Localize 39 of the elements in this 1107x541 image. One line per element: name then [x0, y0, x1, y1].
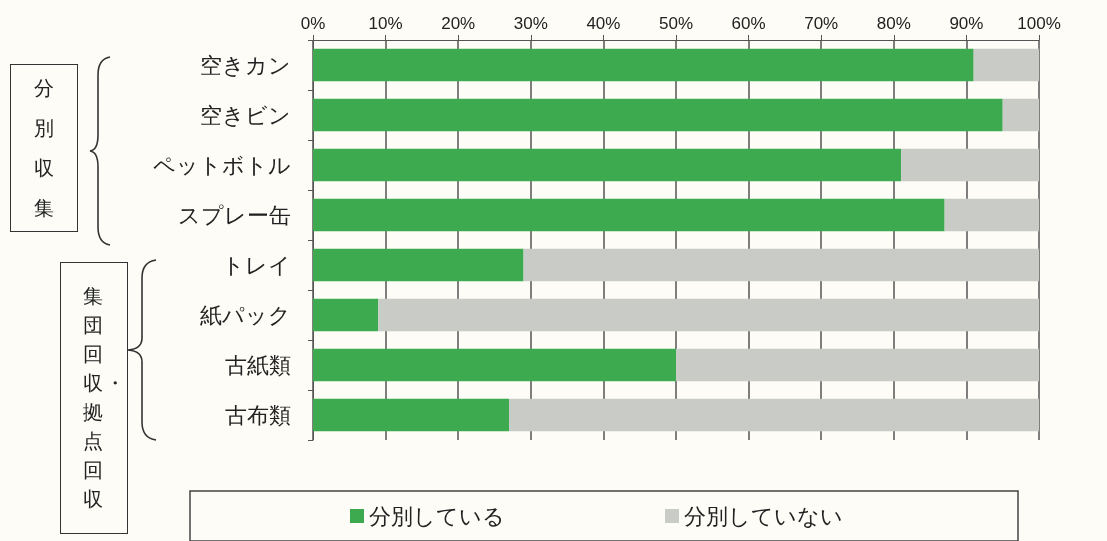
y-tick-label: 古布類: [225, 402, 291, 428]
x-tick-label: 20%: [441, 14, 476, 33]
bar: [1002, 98, 1039, 132]
y-tick-label: スプレー缶: [178, 202, 291, 228]
bar: [313, 48, 974, 82]
y-tick-label: 古紙類: [225, 352, 291, 378]
bar: [901, 148, 1039, 182]
legend-label: 分別していない: [684, 503, 843, 529]
bar: [313, 198, 945, 232]
legend-label: 分別している: [369, 503, 505, 529]
bar: [523, 248, 1039, 282]
bar: [313, 248, 524, 282]
bar: [313, 298, 379, 332]
x-tick-label: 60%: [731, 14, 766, 33]
x-tick-label: 50%: [658, 14, 694, 33]
y-tick-label: 空きカン: [200, 52, 291, 78]
bar: [944, 198, 1039, 232]
bar: [313, 148, 902, 182]
bar: [676, 348, 1039, 382]
x-tick-label: 100%: [1017, 14, 1061, 33]
bar: [313, 398, 510, 432]
bar: [313, 348, 676, 382]
text: 集団回収・拠点回収: [83, 283, 127, 513]
bar: [378, 298, 1039, 332]
bar: [509, 398, 1039, 432]
y-tick-label: ペットボトル: [153, 152, 291, 178]
bar: [313, 98, 1003, 132]
y-tick-label: 空きビン: [200, 102, 291, 128]
x-tick-label: 10%: [368, 14, 403, 33]
x-tick-label: 40%: [586, 14, 621, 33]
x-tick-label: 90%: [949, 14, 984, 33]
y-tick-label: 紙パック: [200, 302, 291, 328]
y-tick-label: トレイ: [222, 252, 291, 278]
x-tick-label: 80%: [876, 14, 911, 33]
bar: [973, 48, 1039, 82]
x-tick-label: 0%: [300, 14, 326, 33]
x-tick-label: 30%: [513, 14, 548, 33]
x-tick-label: 70%: [804, 14, 839, 33]
text: 分別収集: [33, 75, 55, 222]
